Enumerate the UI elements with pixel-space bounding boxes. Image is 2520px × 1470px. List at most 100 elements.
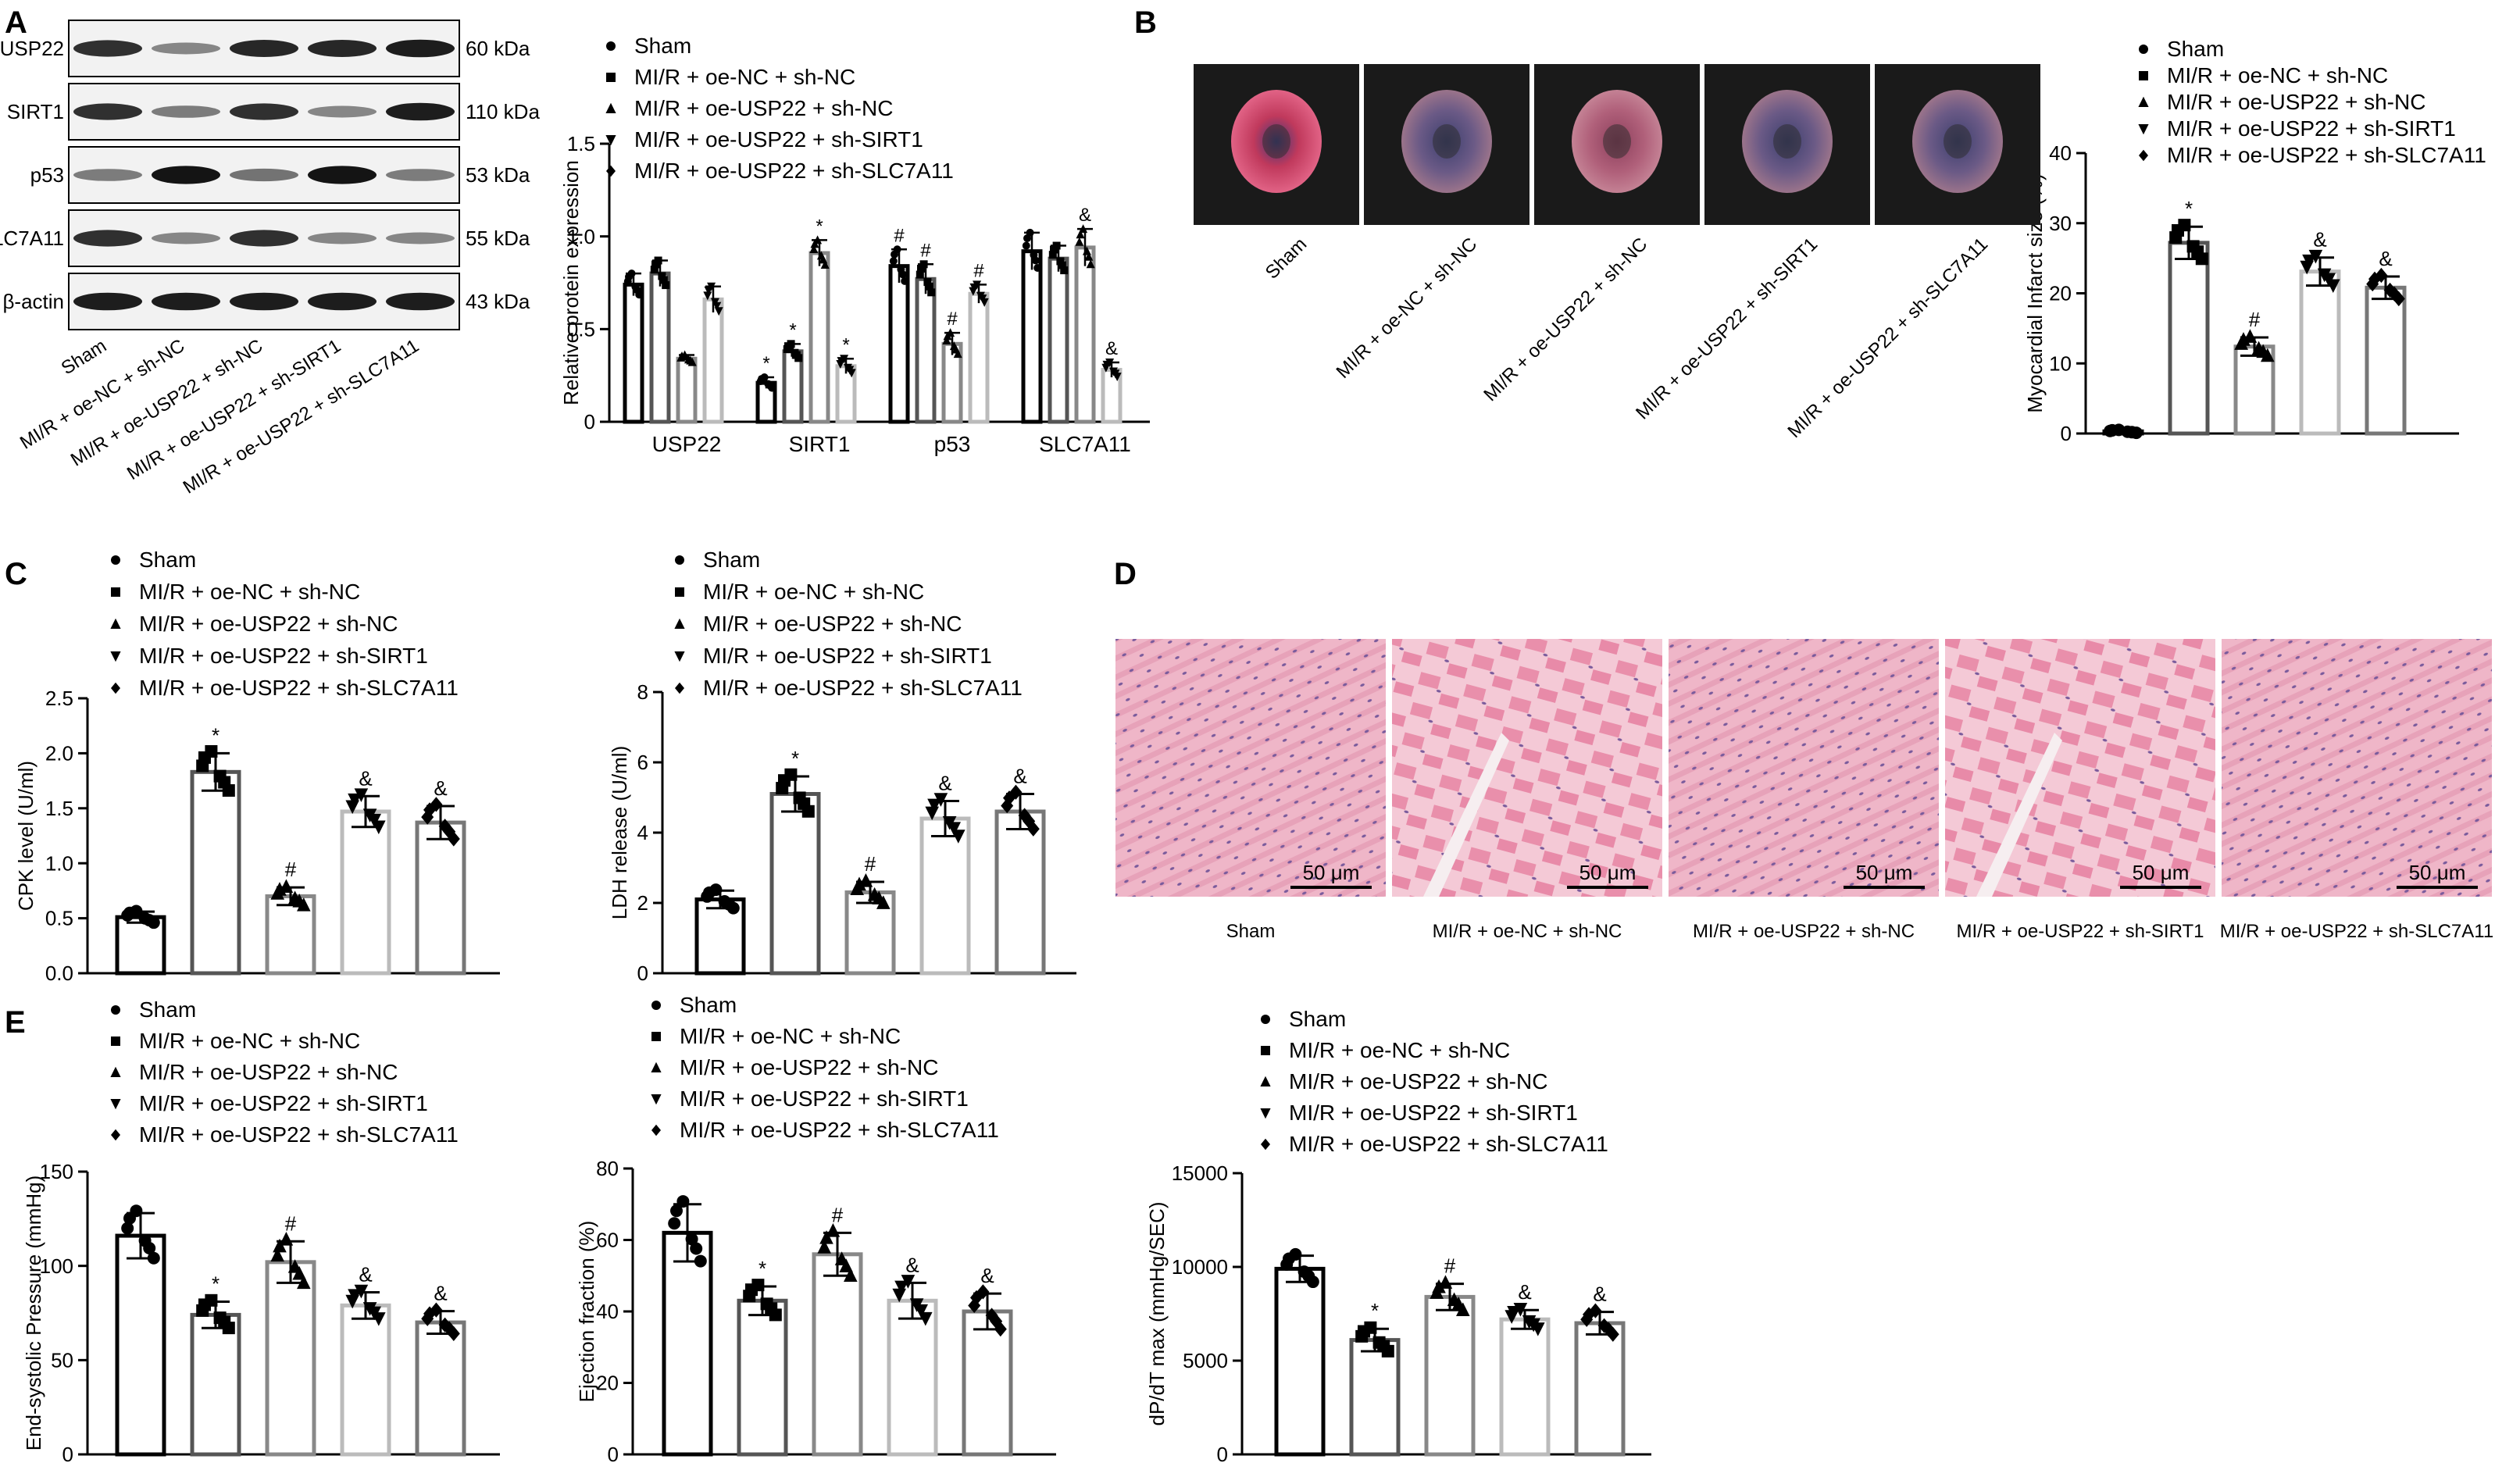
data-point [923, 278, 932, 287]
data-point [438, 1317, 452, 1333]
legend-label: MI/R + oe-USP22 + sh-NC [139, 612, 398, 636]
bar [737, 1298, 788, 1457]
legend-marker [606, 165, 616, 177]
legend-marker [675, 587, 684, 597]
y-tick-label: 5000 [1183, 1349, 1228, 1372]
data-point [287, 890, 302, 904]
data-point [222, 1322, 235, 1335]
data-point [976, 291, 985, 301]
bar [340, 809, 391, 976]
data-point [1112, 373, 1122, 382]
he-image [1669, 639, 1939, 897]
data-point [1009, 784, 1023, 800]
x-category-label: SLC7A11 [1039, 432, 1131, 456]
significance-mark: & [2379, 247, 2392, 270]
y-axis-label: dP/dT max (mmHg/SEC) [1145, 1201, 1169, 1425]
y-tick-label: 0 [584, 410, 595, 434]
x-category-label: USP22 [652, 432, 722, 456]
data-point [847, 369, 856, 378]
data-point [631, 283, 640, 291]
data-point [443, 824, 456, 840]
data-point [816, 251, 826, 260]
data-point [843, 363, 852, 373]
legend-label: Sham [680, 993, 737, 1017]
data-point [889, 257, 898, 266]
bar [115, 1233, 166, 1457]
data-point [2366, 276, 2379, 292]
significance-mark: * [212, 1272, 220, 1296]
blot-band [230, 168, 298, 182]
heart-lumen [1603, 124, 1631, 159]
data-point [1084, 252, 1094, 261]
legend-label: MI/R + oe-USP22 + sh-SLC7A11 [680, 1118, 999, 1142]
he-image [1945, 639, 2215, 897]
data-point [809, 244, 819, 254]
significance-mark: # [920, 240, 931, 261]
panel-letter-b: B [1134, 5, 1157, 40]
significance-mark: * [1371, 1299, 1379, 1322]
blot-band [152, 232, 220, 244]
significance-mark: # [947, 309, 958, 330]
bar [2168, 241, 2210, 436]
legend-marker [675, 555, 684, 565]
data-point [776, 782, 789, 795]
molecular-weight-label: 60 kDa [466, 37, 530, 60]
legend-label: MI/R + oe-NC + sh-NC [2167, 63, 2388, 87]
data-point [826, 1223, 841, 1237]
he-stained-sections: 50 μm Sham 50 μm MI/R + oe-NC + sh-NC 50 μm M… [1115, 639, 2493, 942]
data-point [623, 277, 632, 286]
data-point [925, 806, 939, 821]
bar [190, 769, 241, 976]
data-point [658, 272, 666, 280]
legend-label: MI/R + oe-USP22 + sh-SLC7A11 [703, 676, 1023, 700]
y-tick-label: 1.0 [45, 851, 73, 875]
legend-marker [111, 1129, 120, 1141]
data-point [2234, 336, 2248, 350]
heart-lumen [1262, 124, 1290, 159]
data-point [205, 1293, 218, 1307]
legend-marker [606, 73, 616, 82]
y-tick-label: 8 [637, 680, 648, 704]
protein-label: SLC7A11 [0, 227, 64, 250]
bar [702, 297, 724, 424]
legend-label: Sham [703, 548, 760, 572]
significance-mark: & [359, 766, 372, 790]
y-tick-label: 6 [637, 751, 648, 774]
significance-mark: * [816, 216, 823, 237]
data-point [372, 1312, 386, 1326]
x-category-label: p53 [934, 432, 971, 456]
data-point [718, 894, 731, 908]
bar [415, 820, 466, 976]
ldh-chart: 0 2 4 6 8 LDH release (U/ml) * # & & [608, 680, 1076, 985]
legend-marker [651, 1032, 661, 1041]
data-point [354, 788, 369, 802]
data-point [794, 354, 803, 362]
blot-band [308, 40, 377, 57]
significance-mark: * [789, 319, 796, 341]
data-point [270, 1247, 284, 1262]
data-point [2308, 249, 2323, 264]
data-point [130, 1204, 143, 1218]
data-point [919, 1311, 933, 1326]
legend-label: Sham [139, 997, 196, 1022]
data-point [839, 1258, 853, 1272]
bar [1021, 249, 1043, 424]
blot-band [308, 292, 377, 311]
legend-marker [674, 618, 685, 629]
heart-lumen [1433, 124, 1461, 159]
data-point [1513, 1303, 1528, 1317]
bar [2365, 285, 2407, 436]
data-point [421, 809, 434, 825]
data-point [297, 897, 311, 912]
data-point [709, 883, 723, 897]
data-point [297, 1275, 311, 1290]
data-point [138, 912, 152, 925]
blot-band [73, 292, 142, 311]
legend-label: MI/R + oe-USP22 + sh-SIRT1 [634, 127, 923, 152]
data-point [813, 235, 823, 244]
data-point [1033, 264, 1042, 273]
